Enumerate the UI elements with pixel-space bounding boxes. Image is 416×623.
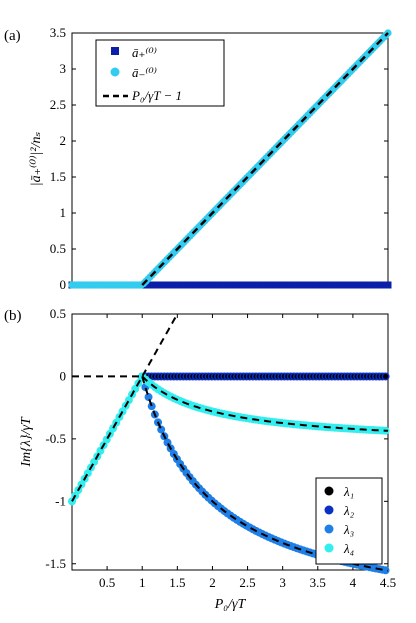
y-axis-label-b: Im{λ}/γT: [19, 416, 34, 467]
dashed-lambda4-curve: [141, 375, 389, 432]
x-tick-label: 3: [279, 575, 286, 590]
y-tick-label-a: 1: [60, 205, 67, 220]
panel-b: (b) -1.5 -1 -0.5 0 0.5 0.5 1 1.5 2 2.5 3 3.5 4 4.5 Im…: [4, 306, 396, 612]
legend-label-a-minus: ā₋⁽⁰⁾: [132, 65, 157, 80]
point-a-plus: [384, 281, 392, 289]
legend-label-lambda4: λ₄: [343, 541, 355, 556]
panel-label-a: (a): [4, 28, 21, 44]
legend-circle-marker: [110, 67, 120, 77]
legend-label-a-plus: ā₊⁽⁰⁾: [132, 45, 157, 60]
point-lambda3: [144, 393, 153, 402]
x-tick-label: 4: [350, 575, 357, 590]
y-tick-label-b: -1: [55, 493, 66, 508]
x-tick-label: 2: [209, 575, 216, 590]
data-marks-a: [68, 29, 392, 289]
y-tick-label-a: 2: [60, 133, 67, 148]
legend-marker-lambda1: [324, 486, 334, 496]
y-tick-label-a: 1.5: [50, 169, 66, 184]
fit-line-a: [141, 32, 389, 286]
legend-label-fit: P₀/γT − 1: [131, 88, 182, 103]
y-tick-label-b: 0: [60, 368, 67, 383]
x-tick-label: 0.5: [99, 575, 115, 590]
x-tick-label: 1: [139, 575, 146, 590]
legend-marker-lambda4: [324, 543, 334, 553]
x-axis-label: P₀/γT: [214, 597, 247, 612]
y-tick-label-b: 0.5: [50, 306, 66, 321]
x-tick-label: 4.5: [380, 575, 396, 590]
y-tick-label-a: 2.5: [50, 97, 66, 112]
legend-square-marker: [111, 47, 119, 55]
legend-label-lambda1: λ₁: [343, 484, 354, 499]
y-tick-label-a: 3: [60, 61, 67, 76]
y-tick-label-a: 0.5: [50, 241, 66, 256]
legend-label-lambda2: λ₂: [343, 503, 355, 518]
y-tick-label-b: -1.5: [45, 556, 66, 571]
legend-marker-lambda3: [324, 524, 334, 534]
legend-marker-lambda2: [324, 505, 334, 515]
x-tick-label: 1.5: [169, 575, 185, 590]
legend-label-lambda3: λ₃: [343, 522, 354, 537]
point-lambda3: [381, 566, 390, 575]
point-lambda3: [157, 425, 166, 434]
point-lambda1: [383, 373, 389, 379]
plot-frame-b: [71, 313, 389, 571]
y-axis-label-a: |ā₊⁽⁰⁾|²/nₛ: [29, 132, 44, 187]
y-tick-label-b: -0.5: [45, 431, 66, 446]
panel-a: (a) 0 0.5 1 1.5 2 2.5 3 3.5 |ā₊⁽⁰⁾|²/nₛ ā₊⁽⁰⁾ ā…: [4, 25, 392, 292]
panel-label-b: (b): [4, 308, 22, 324]
y-tick-label-a: 0: [60, 277, 67, 292]
x-tick-label: 2.5: [239, 575, 255, 590]
legend-b: λ₁ λ₂ λ₃ λ₄: [315, 477, 383, 565]
point-lambda3: [147, 402, 156, 411]
legend-a: ā₊⁽⁰⁾ ā₋⁽⁰⁾ P₀/γT − 1: [95, 39, 225, 107]
x-tick-label: 3.5: [310, 575, 326, 590]
y-tick-label-a: 3.5: [50, 25, 66, 40]
ticks-b: -1.5 -1 -0.5 0 0.5 0.5 1 1.5 2 2.5 3 3.5 4 4.5: [45, 306, 396, 590]
